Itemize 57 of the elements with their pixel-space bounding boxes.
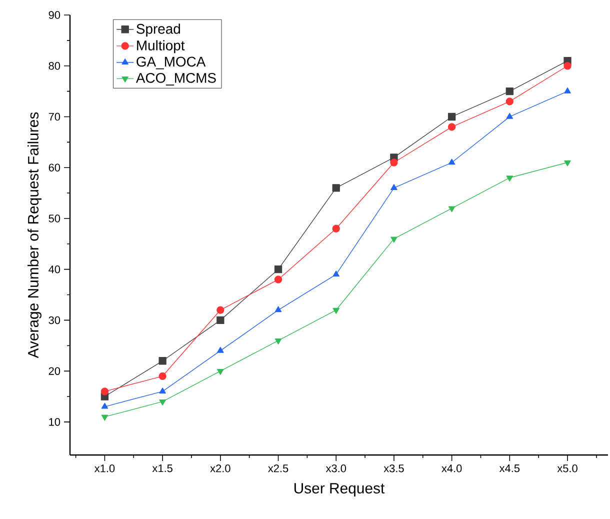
legend-label: GA_MOCA: [136, 56, 206, 70]
legend-label: Spread: [136, 24, 180, 37]
point: [101, 414, 108, 421]
x-tick-label: x4.5: [499, 464, 520, 472]
point: [506, 87, 514, 96]
point: [159, 388, 166, 394]
y-tick-label: 60: [48, 164, 60, 172]
point: [274, 306, 282, 312]
point: [101, 402, 108, 409]
y-tick-label: 10: [49, 418, 60, 426]
point: [332, 270, 340, 277]
point: [390, 236, 398, 243]
point: [564, 160, 571, 166]
point: [506, 176, 514, 182]
y-tick-label: 30: [48, 316, 60, 324]
y-tick-label: 70: [48, 112, 60, 121]
x-tick-label: x2.5: [268, 464, 288, 472]
point: [506, 98, 514, 106]
y-tick-label: 80: [48, 62, 60, 70]
point: [564, 62, 572, 70]
y-tick-label: 90: [48, 11, 60, 19]
point: [448, 158, 456, 165]
point: [159, 399, 166, 406]
y-tick-label: 50: [48, 214, 60, 222]
point: [158, 357, 166, 365]
point: [506, 112, 514, 119]
point: [390, 158, 398, 166]
point: [332, 308, 340, 314]
x-axis-title: User Request: [294, 483, 385, 496]
point: [217, 368, 224, 375]
x-tick-label: x1.0: [94, 464, 115, 472]
x-tick-label: x3.0: [326, 464, 346, 472]
point: [274, 266, 282, 274]
point: [216, 316, 224, 324]
point: [332, 224, 340, 232]
point: [216, 306, 224, 314]
point: [217, 346, 224, 353]
legend-label: ACO_MCMS: [136, 72, 216, 86]
point: [448, 123, 456, 131]
point: [564, 87, 571, 94]
x-tick-label: x3.5: [384, 464, 404, 472]
y-tick-label: 40: [48, 265, 60, 274]
x-tick-label: x1.5: [152, 464, 172, 472]
point: [332, 184, 340, 192]
point: [390, 184, 398, 190]
point: [448, 206, 456, 212]
y-tick-label: 20: [48, 367, 60, 375]
y-axis-title: Average Number of Request Failures: [28, 112, 42, 358]
point: [158, 372, 166, 380]
point: [274, 338, 282, 344]
point: [274, 276, 282, 284]
x-tick-label: x2.0: [210, 464, 230, 472]
x-tick-label: x4.0: [442, 464, 462, 472]
legend-label: Multiopt: [137, 40, 185, 54]
point: [448, 112, 456, 121]
point: [100, 388, 109, 396]
x-tick-label: x5.0: [557, 464, 578, 472]
